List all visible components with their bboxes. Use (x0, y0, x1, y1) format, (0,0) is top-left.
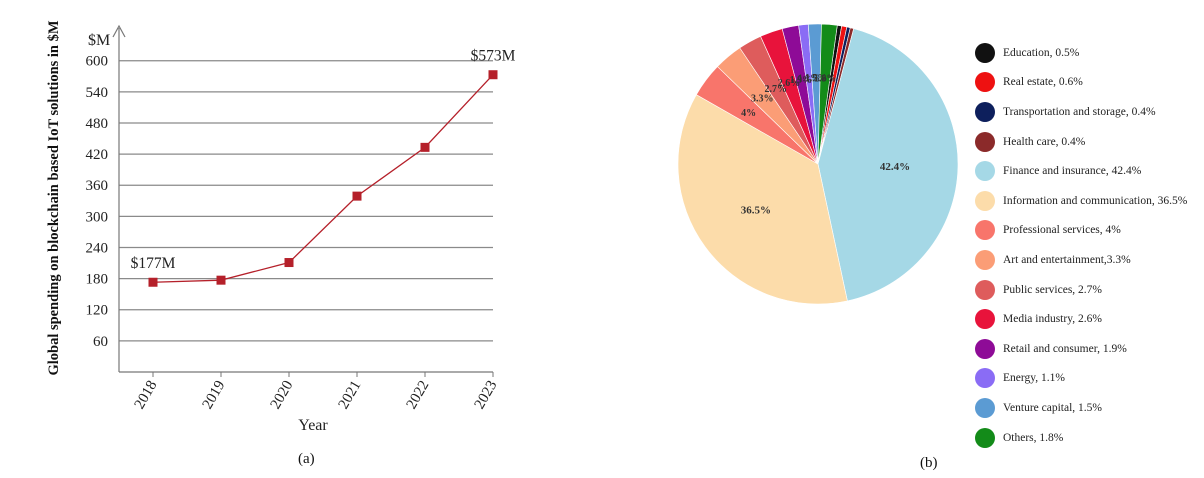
legend-label: Health care, 0.4% (1003, 135, 1086, 148)
pie-data-label: 1.5% (805, 73, 828, 84)
legend-item: Real estate, 0.6% (975, 68, 1204, 98)
legend-label: Professional services, 4% (1003, 224, 1121, 237)
legend-swatch (975, 397, 995, 418)
x-tick-label: 2023 (472, 378, 501, 412)
y-axis-arrow (112, 24, 126, 38)
legend-label: Media industry, 2.6% (1003, 313, 1102, 326)
legend-item: Venture capital, 1.5% (975, 393, 1204, 423)
data-annotation: $177M (131, 255, 176, 272)
legend-item: Transportation and storage, 0.4% (975, 97, 1204, 127)
x-tick-label: 2021 (336, 378, 365, 412)
y-tick-label: 360 (86, 178, 109, 194)
legend-swatch (975, 190, 995, 211)
y-tick-label: 180 (86, 272, 109, 288)
pie-legend: Education, 0.5% Real estate, 0.6% Transpor… (975, 38, 1204, 452)
legend-swatch (975, 131, 995, 152)
legend-label: Retail and consumer, 1.9% (1003, 342, 1127, 355)
pie-chart: 42.4% 36.5% 4% 3.3%2.7%2.6%1.9%1.1%1.5%1.8% (677, 23, 959, 305)
panel-label-a: (a) (298, 451, 315, 467)
pie-data-label: 2.6% (778, 78, 801, 89)
legend-item: Retail and consumer, 1.9% (975, 334, 1204, 364)
legend-label: Energy, 1.1% (1003, 372, 1065, 385)
legend-item: Energy, 1.1% (975, 364, 1204, 394)
y-tick-labels: 60 120 180 240 300 360 420 480 540 600 (86, 54, 109, 350)
legend-label: Public services, 2.7% (1003, 283, 1103, 296)
y-tick-label: 240 (86, 240, 109, 256)
legend-swatch (975, 309, 995, 330)
legend-swatch (975, 338, 995, 359)
legend-item: Finance and insurance, 42.4% (975, 156, 1204, 186)
legend-label: Venture capital, 1.5% (1003, 401, 1102, 414)
pie-data-labels: 42.4% 36.5% 4% 3.3%2.7%2.6%1.9%1.1%1.5%1.8% (741, 73, 910, 216)
legend-label: Transportation and storage, 0.4% (1003, 105, 1156, 118)
data-annotation: $573M (471, 48, 516, 65)
legend-item: Health care, 0.4% (975, 127, 1204, 157)
legend-item: Art and entertainment,3.3% (975, 245, 1204, 275)
legend-item: Professional services, 4% (975, 216, 1204, 246)
pie-data-label: 3.3% (751, 93, 774, 104)
y-tick-label: 300 (86, 209, 109, 225)
annotations: $177M $573M (131, 48, 516, 273)
pie-data-label: 4% (741, 108, 756, 119)
x-tick-label: 2018 (132, 378, 161, 412)
x-tick-label: 2019 (200, 378, 229, 412)
legend-label: Finance and insurance, 42.4% (1003, 165, 1142, 178)
pie-data-label: 1.9% (790, 75, 813, 86)
data-point (284, 258, 294, 268)
line-series (148, 70, 498, 287)
data-point (352, 191, 362, 201)
legend-item: Information and communication, 36.5% (975, 186, 1204, 216)
grid-lines (119, 60, 493, 342)
legend-swatch (975, 249, 995, 270)
data-point (420, 142, 430, 152)
pie-slices (677, 23, 959, 305)
pie-data-label: 36.5% (741, 205, 771, 217)
data-point (148, 277, 158, 287)
y-tick-label: 600 (86, 54, 109, 70)
y-axis-unit-label: $M (88, 32, 110, 49)
y-tick-label: 60 (93, 334, 108, 350)
data-point (216, 275, 226, 285)
y-tick-label: 120 (86, 303, 109, 319)
legend-label: Real estate, 0.6% (1003, 76, 1083, 89)
pie-data-label: 2.7% (765, 84, 788, 95)
pie-data-label: 1.1% (798, 74, 821, 85)
panel-label-b: (b) (920, 455, 938, 471)
pie-slice (817, 23, 838, 165)
legend-item: Media industry, 2.6% (975, 304, 1204, 334)
legend-swatch (975, 279, 995, 300)
pie-slice (677, 94, 848, 305)
y-tick-label: 480 (86, 116, 109, 132)
y-tick-label: 540 (86, 85, 109, 101)
legend-label: Others, 1.8% (1003, 431, 1064, 444)
legend-item: Others, 1.8% (975, 423, 1204, 453)
y-axis-label: Global spending on blockchain based IoT … (46, 20, 62, 375)
legend-swatch (975, 72, 995, 93)
legend-swatch (975, 161, 995, 182)
legend-label: Art and entertainment,3.3% (1003, 253, 1131, 266)
x-tick-label: 2022 (404, 378, 433, 412)
x-tick-labels: 2018 2019 2020 2021 2022 2023 (132, 372, 501, 412)
pie-slice (817, 28, 959, 302)
legend-item: Education, 0.5% (975, 38, 1204, 68)
y-tick-label: 420 (86, 147, 109, 163)
legend-swatch (975, 368, 995, 389)
legend-swatch (975, 42, 995, 63)
legend-item: Public services, 2.7% (975, 275, 1204, 305)
legend-label: Education, 0.5% (1003, 46, 1080, 59)
y-axis-label-group: Global spending on blockchain based IoT … (46, 20, 62, 375)
data-point (488, 70, 498, 80)
pie-data-label: 1.8% (814, 73, 837, 84)
series-line (152, 74, 494, 283)
x-tick-label: 2020 (268, 378, 297, 412)
legend-swatch (975, 427, 995, 448)
x-axis-label: Year (298, 417, 328, 434)
legend-swatch (975, 101, 995, 122)
pie-data-label: 42.4% (880, 161, 910, 173)
legend-swatch (975, 220, 995, 241)
legend-label: Information and communication, 36.5% (1003, 194, 1188, 207)
